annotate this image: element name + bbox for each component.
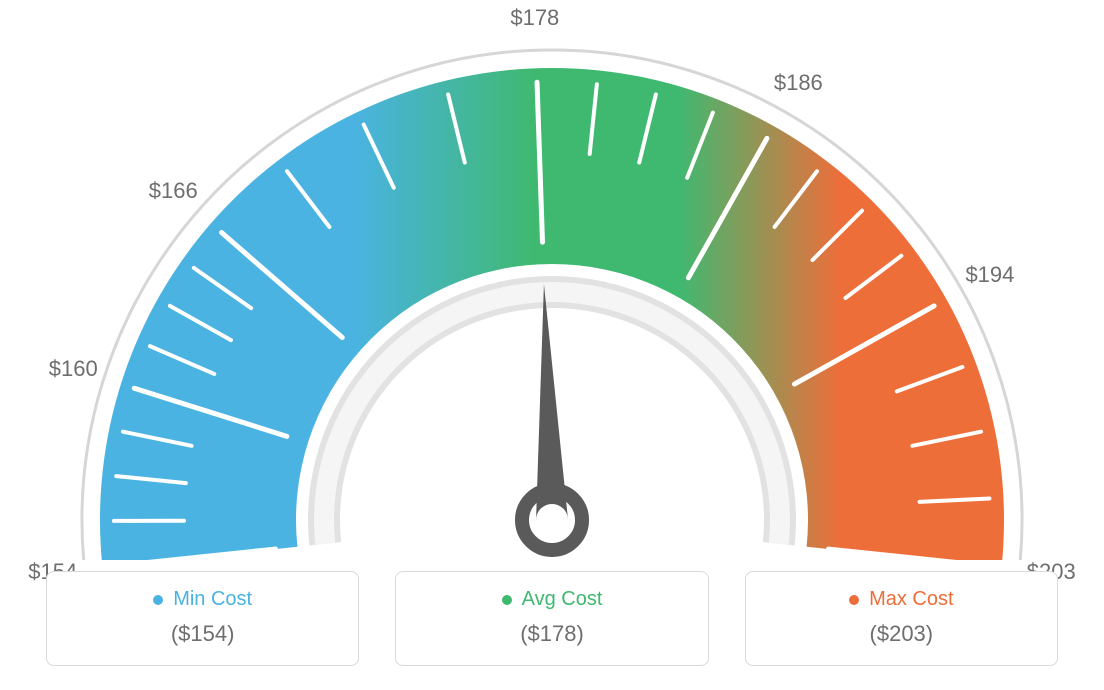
legend-min-dot: [153, 595, 163, 605]
gauge-tick-label: $186: [774, 70, 823, 96]
legend-max-dot: [849, 595, 859, 605]
gauge-svg: [0, 0, 1104, 560]
gauge-tick-label: $178: [510, 5, 559, 31]
gauge-tick-label: $166: [149, 178, 198, 204]
legend-max-card: Max Cost ($203): [745, 571, 1058, 666]
legend-max-value: ($203): [756, 621, 1047, 647]
legend-min-label: Min Cost: [173, 588, 252, 611]
legend-avg-card: Avg Cost ($178): [395, 571, 708, 666]
legend-avg-value: ($178): [406, 621, 697, 647]
gauge-tick-label: $160: [49, 356, 98, 382]
legend-max-title: Max Cost: [849, 588, 953, 611]
gauge-tick-label: $194: [965, 262, 1014, 288]
legend-row: Min Cost ($154) Avg Cost ($178) Max Cost…: [0, 571, 1104, 666]
legend-min-card: Min Cost ($154): [46, 571, 359, 666]
gauge-chart: $154$160$166$178$186$194$203: [0, 0, 1104, 560]
legend-max-label: Max Cost: [869, 588, 953, 611]
legend-min-title: Min Cost: [153, 588, 252, 611]
legend-avg-dot: [502, 595, 512, 605]
legend-avg-title: Avg Cost: [502, 588, 603, 611]
legend-min-value: ($154): [57, 621, 348, 647]
legend-avg-label: Avg Cost: [522, 588, 603, 611]
